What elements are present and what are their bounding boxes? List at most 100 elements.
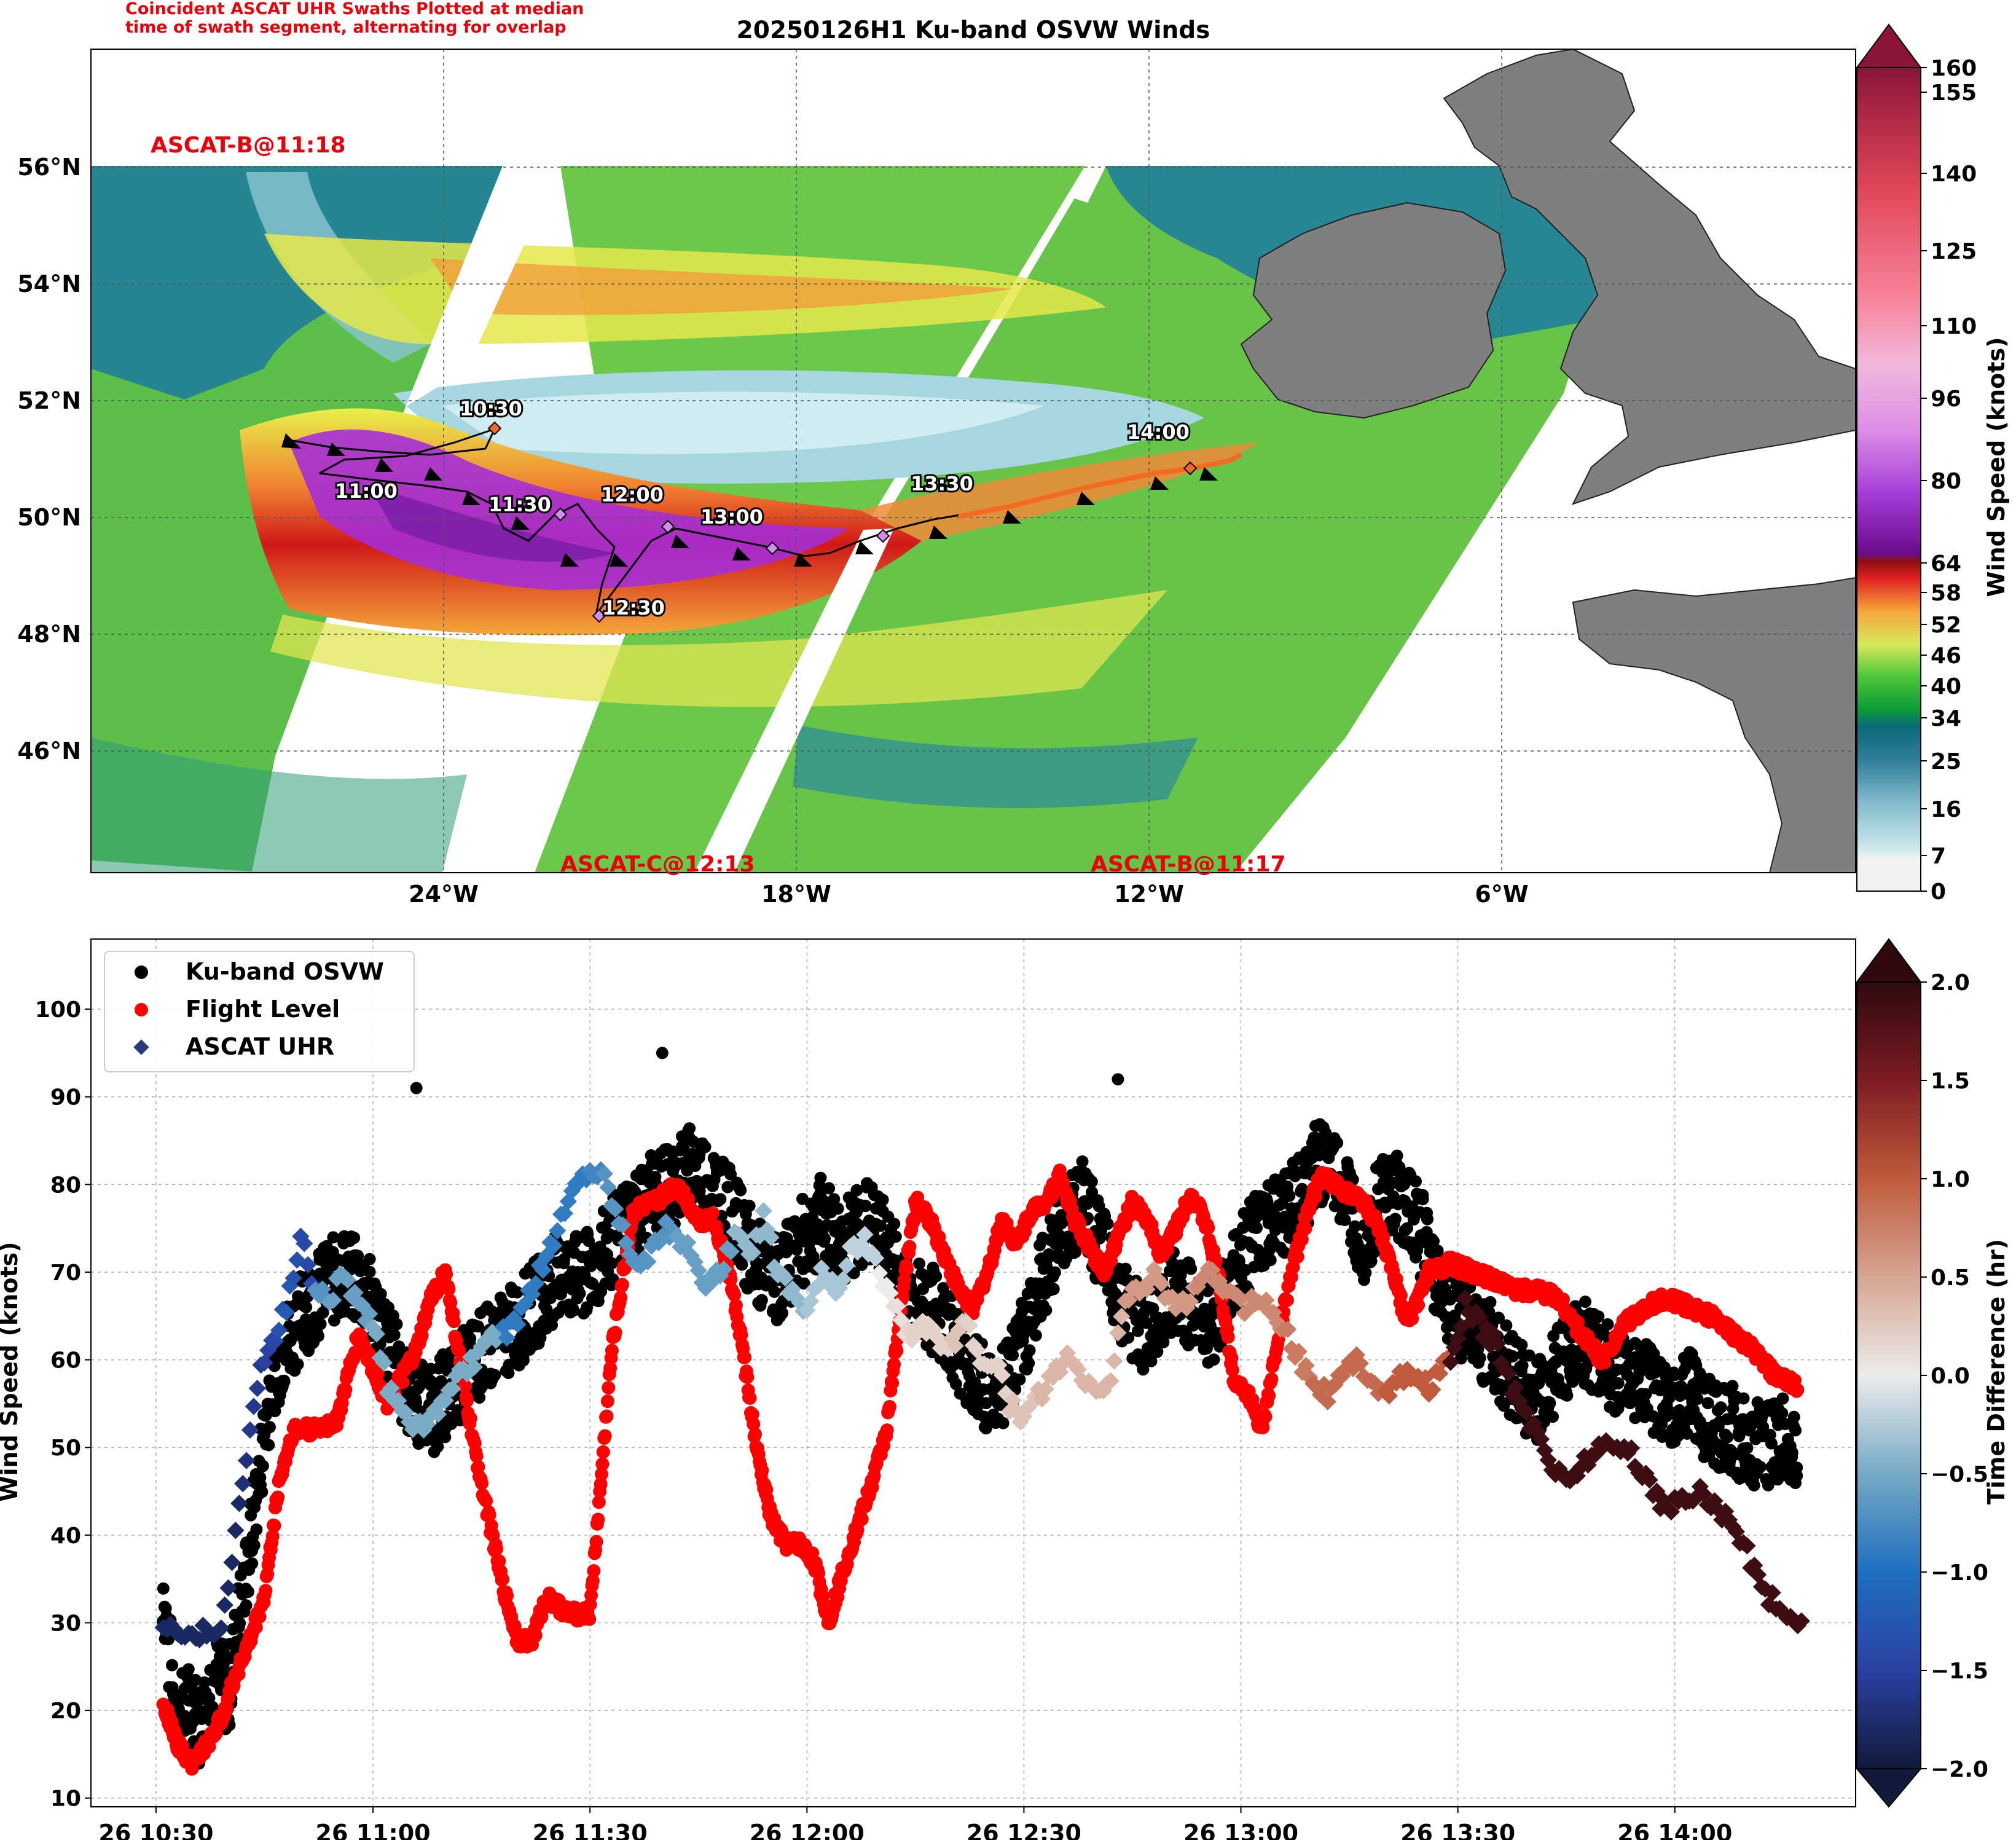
y-tick-label: 90: [50, 1085, 81, 1111]
ku-band-point: [327, 1231, 340, 1244]
flight-level-point: [738, 1350, 752, 1364]
ku-band-point: [1368, 1246, 1381, 1259]
ku-band-point: [850, 1184, 863, 1197]
ascat-uhr-point: [599, 1178, 617, 1197]
ku-band-point: [937, 1282, 950, 1295]
ku-band-point: [1200, 1342, 1213, 1355]
flight-level-point: [1225, 1363, 1239, 1377]
flight-level-point: [598, 1429, 612, 1443]
ku-band-point: [1023, 1344, 1036, 1357]
ku-band-point: [724, 1168, 737, 1181]
y-tick-label: 30: [50, 1611, 81, 1636]
ascat-uhr-point: [1152, 1275, 1171, 1292]
ku-band-point: [768, 1285, 781, 1298]
wind-colorbar-tick-label: 58: [1931, 581, 1961, 606]
wind-barbs: [281, 433, 1218, 567]
flight-level-point: [471, 1460, 485, 1474]
ascat-uhr-point: [837, 1257, 856, 1275]
flight-level-point: [734, 1327, 748, 1342]
flight-level-point: [371, 1367, 385, 1382]
flight-level-point: [452, 1343, 466, 1358]
ascat-uhr-point: [223, 1554, 241, 1571]
ku-band-point: [1691, 1393, 1704, 1406]
ku-band-point: [1207, 1353, 1220, 1366]
flight-level-point: [705, 1206, 720, 1220]
ku-band-point: [1119, 1262, 1132, 1275]
lat-tick-label: 50°N: [17, 504, 81, 531]
flight-level-point: [755, 1463, 769, 1477]
flight-level-point: [729, 1299, 743, 1313]
ku-band-point: [246, 1557, 259, 1570]
ku-band-point: [262, 1439, 275, 1452]
flight-level-point: [482, 1508, 496, 1522]
ascat-uhr-point: [606, 1200, 624, 1218]
x-tick-label: 26 11:30: [533, 1820, 648, 1840]
flight-level-point: [903, 1240, 917, 1254]
flight-level-point: [592, 1495, 606, 1509]
ku-band-point: [291, 1358, 304, 1371]
flight-level-point: [890, 1344, 904, 1358]
y-tick-label: 40: [50, 1524, 81, 1549]
ascat-uhr-point: [888, 1297, 906, 1315]
flight-level-point: [259, 1584, 273, 1598]
ascat-uhr-point: [755, 1202, 772, 1220]
ascat-uhr-point: [227, 1522, 245, 1539]
ku-band-point: [1410, 1175, 1422, 1188]
wind-colorbar-tick-label: 155: [1931, 81, 1977, 106]
flight-level-point: [442, 1282, 456, 1296]
ascat-uhr-point: [968, 1341, 986, 1359]
map-panel: [91, 49, 1856, 873]
ku-band-point: [1787, 1410, 1800, 1423]
flight-level-point: [458, 1379, 473, 1393]
ku-band-point: [874, 1219, 887, 1232]
ascat-uhr-point: [1351, 1354, 1369, 1372]
ku-band-point: [997, 1417, 1010, 1429]
series-ascat-uhr: [154, 1161, 1810, 1649]
ku-band-point: [388, 1329, 401, 1342]
ku-band-point: [859, 1200, 872, 1213]
map-title: 20250126H1 Ku-band OSVW Winds: [737, 17, 1210, 44]
ascat-uhr-point: [1470, 1308, 1489, 1326]
ku-band-point: [814, 1171, 827, 1184]
ku-band-point: [1390, 1149, 1403, 1162]
flight-level-point: [528, 1628, 543, 1642]
ku-band-point: [157, 1582, 170, 1595]
legend-marker-ku: [135, 965, 148, 979]
ascat-uhr-point: [527, 1275, 545, 1292]
ascat-uhr-point: [881, 1284, 899, 1302]
flight-level-point: [1201, 1221, 1215, 1235]
ascat-uhr-point: [324, 1291, 342, 1309]
ku-band-point: [363, 1252, 376, 1265]
ascat-uhr-point: [1499, 1364, 1518, 1382]
ascat-uhr-point: [444, 1380, 461, 1398]
swath-label: ASCAT-C@12:13: [560, 852, 755, 877]
track-time-label: 11:30: [488, 493, 551, 516]
wind-colorbar-tick-label: 25: [1931, 749, 1961, 774]
x-tick-label: 26 10:30: [98, 1820, 213, 1840]
ku-band-point: [798, 1277, 810, 1290]
lat-tick-label: 56°N: [17, 154, 81, 181]
ku-band-point: [1029, 1329, 1042, 1342]
ku-band-point: [1331, 1136, 1344, 1149]
ku-band-point: [363, 1265, 376, 1278]
flight-level-point: [1598, 1355, 1612, 1369]
flight-level-point: [271, 1490, 285, 1504]
ku-band-point: [1233, 1255, 1245, 1268]
flight-level-point: [475, 1476, 489, 1490]
ku-band-point: [182, 1663, 195, 1676]
ku-band-point: [1319, 1126, 1332, 1139]
x-tick-label: 26 13:30: [1400, 1820, 1515, 1840]
ascat-uhr-point: [1763, 1584, 1781, 1602]
ascat-uhr-point: [1641, 1471, 1658, 1489]
ascat-uhr-point: [678, 1233, 697, 1251]
ascat-uhr-point: [296, 1235, 313, 1252]
ku-band-point: [241, 1585, 254, 1598]
ku-band-point: [1693, 1367, 1706, 1380]
flight-level-point: [463, 1411, 477, 1425]
ku-band-point: [1400, 1222, 1413, 1235]
ku-band-point: [828, 1193, 841, 1206]
ku-band-point: [1561, 1389, 1574, 1402]
ascat-uhr-point: [284, 1269, 302, 1287]
ku-band-point: [567, 1304, 579, 1317]
